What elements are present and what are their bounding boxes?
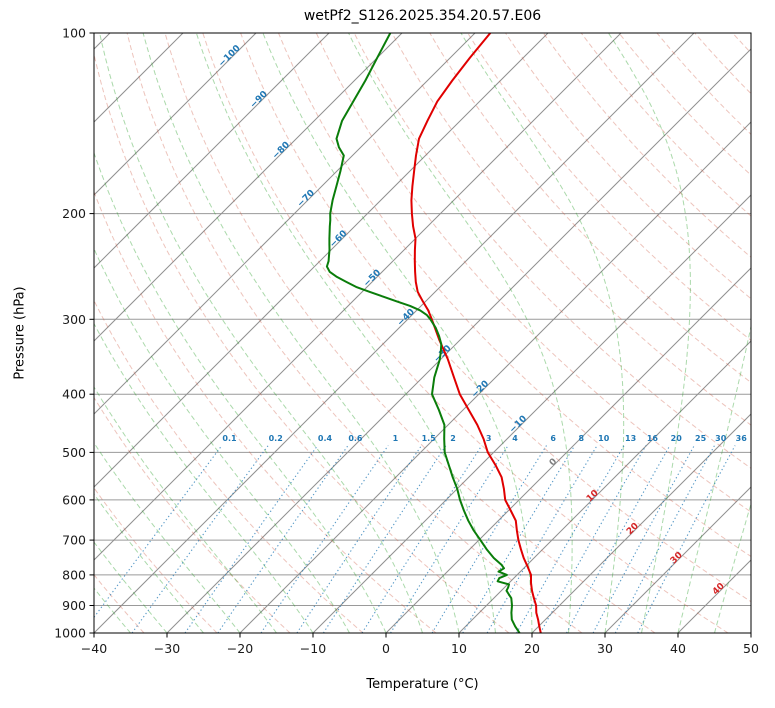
temperature-profile-line xyxy=(410,33,542,633)
y-tick-label: 100 xyxy=(62,26,86,41)
mixing-ratio-label: 1.5 xyxy=(422,434,437,443)
mixing-ratio-label: 8 xyxy=(579,434,585,443)
axes-ticks: −40 −30 −20 −10 0 10 20 30 40 5010020030040050060… xyxy=(54,26,759,657)
mixing-ratio-label: 20 xyxy=(671,434,683,443)
mixing-ratio-label: 13 xyxy=(625,434,636,443)
dry-adiabat-lines xyxy=(94,33,751,633)
sounding-profiles xyxy=(325,33,542,633)
isotherm-label: 0 xyxy=(548,457,560,469)
temperature-axis-title: Temperature (°C) xyxy=(366,677,479,692)
y-tick-label: 500 xyxy=(62,445,86,460)
mixing-ratio-label: 4 xyxy=(512,434,518,443)
isotherm-lines xyxy=(94,33,751,633)
pressure-gridlines xyxy=(94,33,751,633)
moist-adiabat-lines xyxy=(94,33,751,633)
x-tick-label: 0 xyxy=(382,641,390,656)
plot-border xyxy=(93,32,752,634)
x-tick-label: −20 xyxy=(227,641,253,656)
mixing-ratio-label: 3 xyxy=(486,434,492,443)
y-tick-label: 800 xyxy=(62,567,86,582)
y-tick-label: 900 xyxy=(62,598,86,613)
mixing-ratio-label: 0.2 xyxy=(269,434,283,443)
mixing-ratio-label: 10 xyxy=(598,434,610,443)
mixing-ratio-label: 2 xyxy=(450,434,456,443)
x-tick-label: 10 xyxy=(451,641,467,656)
y-tick-label: 600 xyxy=(62,492,86,507)
chart-title: wetPf2_S126.2025.354.20.57.E06 xyxy=(303,8,542,24)
x-tick-label: 30 xyxy=(597,641,613,656)
y-tick-label: 700 xyxy=(62,533,86,548)
x-tick-label: −40 xyxy=(81,641,107,656)
x-tick-label: −10 xyxy=(300,641,326,656)
mixing-ratio-label: 25 xyxy=(695,434,707,443)
mixing-ratio-label: 30 xyxy=(715,434,727,443)
mixing-ratio-label: 6 xyxy=(550,434,556,443)
dewpoint-profile-line xyxy=(325,33,521,633)
mixing-ratio-label: 0.1 xyxy=(222,434,237,443)
y-tick-label: 1000 xyxy=(54,626,86,641)
mixing-ratio-labels: 0.1 0.2 0.4 0.6 1 1.5 2 3 4 6 8 10 13 16 20 25 30 36 xyxy=(222,434,747,443)
x-tick-label: −30 xyxy=(154,641,180,656)
y-tick-label: 300 xyxy=(62,312,86,327)
y-tick-label: 200 xyxy=(62,206,86,221)
x-tick-label: 40 xyxy=(670,641,686,656)
pressure-axis-title: Pressure (hPa) xyxy=(12,286,28,380)
mixing-ratio-label: 16 xyxy=(647,434,659,443)
x-tick-label: 50 xyxy=(743,641,759,656)
mixing-ratio-label: 36 xyxy=(736,434,748,443)
x-tick-label: 20 xyxy=(524,641,540,656)
mixing-ratio-lines xyxy=(94,445,736,633)
mixing-ratio-label: 1 xyxy=(393,434,399,443)
mixing-ratio-label: 0.4 xyxy=(318,434,333,443)
mixing-ratio-label: 0.6 xyxy=(348,434,363,443)
y-tick-label: 400 xyxy=(62,387,86,402)
